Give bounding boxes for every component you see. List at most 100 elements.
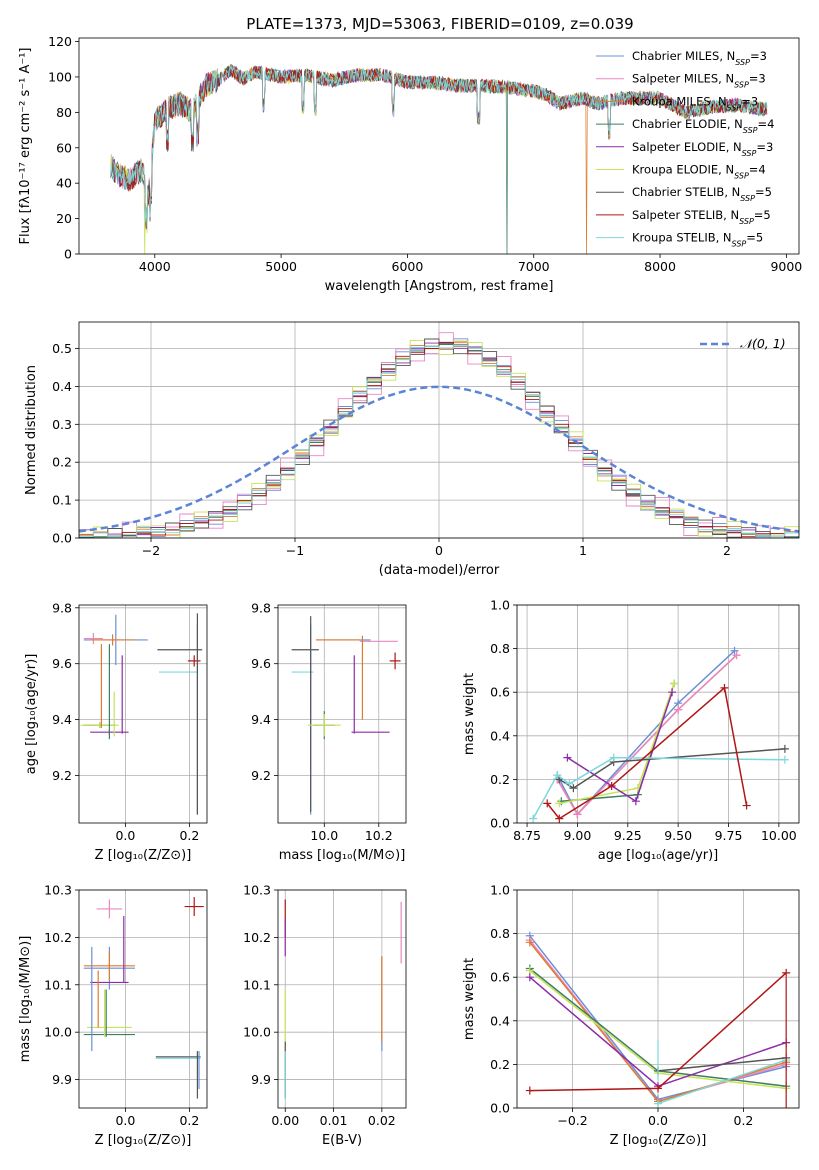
histogram-series	[79, 344, 799, 538]
y-tick-label: 9.6	[251, 656, 271, 671]
massweight-marker	[730, 646, 739, 655]
massweight-marker	[573, 810, 582, 819]
x-axis-label: mass [log₁₀(M/M⊙)]	[279, 848, 406, 863]
y-tick-label: 80	[56, 105, 72, 120]
massweight-series-line	[561, 683, 675, 802]
y-tick-label: 20	[56, 211, 72, 226]
y-tick-label: 0.0	[490, 1101, 510, 1116]
histogram-series	[79, 340, 799, 538]
massweight-marker	[668, 688, 677, 697]
massweight-marker	[732, 651, 741, 660]
massweight-marker	[654, 1099, 662, 1108]
massweight-marker	[555, 799, 564, 808]
massweight-marker	[569, 784, 578, 793]
massweight-marker	[720, 683, 729, 692]
y-tick-label: 0.2	[490, 1057, 510, 1072]
y-tick-label: 0.1	[52, 493, 72, 508]
spectrum-series-line	[110, 64, 768, 229]
x-tick-label: 10.0	[310, 828, 338, 843]
x-tick-label: 2	[723, 543, 731, 558]
massweight-marker	[674, 705, 683, 714]
x-tick-label: 0.0	[115, 828, 135, 843]
y-tick-label: 9.9	[52, 1072, 72, 1087]
figure-title: PLATE=1373, MJD=53063, FIBERID=0109, z=0…	[246, 15, 633, 33]
mass-vs-ebv-panel: 0.00 0.01 0.02 9.9 10.0 10.1 10.2 10.3 E(B-V)	[243, 883, 407, 1148]
x-tick-label: 7000	[518, 259, 550, 274]
plot-area	[110, 63, 768, 254]
axes-frame	[516, 604, 800, 824]
x-axis-label: age [log₁₀(age/yr)]	[598, 848, 719, 863]
residual-histogram-panel: −2 −1 0 1 2 0.0 0.1 0.2 0.3 0.4 0.5 (data-model)/er…	[24, 321, 800, 578]
x-axis-label: Z [log₁₀(Z/Z⊙)]	[95, 1133, 192, 1148]
legend-entry: Kroupa STELIB, NSSP=5	[632, 231, 763, 249]
histogram-series	[79, 338, 799, 538]
plot-area	[83, 897, 204, 1099]
massweight-marker	[543, 799, 552, 808]
y-axis-label: mass weight	[462, 673, 477, 755]
massweight-marker	[609, 753, 618, 762]
y-tick-label: 0.6	[490, 970, 510, 985]
axes-frame	[78, 604, 208, 824]
legend-entry: 𝒩(0, 1)	[740, 336, 786, 351]
y-tick-label: 9.2	[52, 768, 72, 783]
y-tick-label: 0.8	[490, 926, 510, 941]
massweight-marker	[780, 744, 789, 753]
x-tick-label: 10.00	[761, 828, 797, 843]
x-tick-label: 5000	[265, 259, 297, 274]
y-tick-label: 9.4	[52, 712, 72, 727]
x-axis-label: E(B-V)	[322, 1133, 362, 1148]
y-tick-label: 0.0	[490, 816, 510, 831]
x-tick-label: 8000	[644, 259, 676, 274]
age-vs-mass-panel: 10.0 10.2 9.2 9.4 9.6 9.8 mass [log₁₀(M/M⊙)]	[251, 600, 407, 863]
legend-entry: Chabrier ELODIE, NSSP=4	[632, 117, 774, 135]
spectrum-panel: 4000 5000 6000 7000 8000 9000 0 20 40 60 80 100 120 w…	[18, 34, 802, 294]
plot-area	[529, 646, 789, 823]
y-tick-label: 9.8	[251, 600, 271, 615]
x-tick-label: −2	[142, 543, 160, 558]
axes-frame	[277, 604, 407, 824]
massweight-marker	[607, 781, 616, 790]
x-tick-label: 0.0	[648, 1113, 668, 1128]
x-tick-label: 9.75	[715, 828, 743, 843]
x-tick-label: 0.2	[734, 1113, 754, 1128]
axes-frame	[277, 889, 407, 1109]
x-tick-label: 9000	[770, 259, 802, 274]
axes-frame	[78, 321, 800, 539]
massweight-marker	[631, 797, 640, 806]
x-axis-label: (data-model)/error	[379, 563, 500, 578]
massweight-vs-age-panel: 8.75 9.00 9.25 9.50 9.75 10.00 0.0 0.2 0.4 0.6 0.8…	[462, 598, 800, 863]
axes-frame	[78, 37, 800, 255]
y-tick-label: 60	[56, 140, 72, 155]
massweight-marker	[670, 679, 679, 688]
normal-reference-curve	[79, 385, 799, 533]
massweight-series-line	[558, 748, 785, 789]
axes-frame	[516, 889, 800, 1109]
y-tick-label: 0.2	[490, 772, 510, 787]
massweight-marker	[563, 753, 572, 762]
massweight-marker	[525, 973, 534, 982]
y-tick-label: 10.1	[44, 977, 72, 992]
massweight-marker	[529, 814, 538, 823]
x-tick-label: 1	[579, 543, 587, 558]
y-tick-label: 1.0	[490, 883, 510, 898]
mass-vs-metallicity-panel: 0.0 0.2 9.9 10.0 10.1 10.2 10.3 Z [log₁₀(Z/Z⊙)]…	[18, 883, 208, 1148]
x-tick-label: 8.75	[513, 828, 541, 843]
massweight-marker	[654, 1084, 662, 1093]
y-tick-label: 1.0	[490, 598, 510, 613]
y-tick-label: 0.4	[490, 1013, 510, 1028]
x-tick-label: 6000	[392, 259, 424, 274]
legend-entry: Kroupa ELODIE, NSSP=4	[632, 163, 766, 181]
y-axis-label: Flux [fλ10⁻¹⁷ erg cm⁻² s⁻¹ A⁻¹]	[18, 48, 33, 245]
legend-entry: Salpeter STELIB, NSSP=5	[632, 208, 771, 226]
x-tick-label: −1	[286, 543, 304, 558]
x-tick-label: 4000	[139, 259, 171, 274]
age-vs-metallicity-panel: 0.0 0.2 9.2 9.4 9.6 9.8 Z [log₁₀(Z/Z⊙)] age [lo…	[24, 600, 208, 863]
x-tick-label: −0.2	[557, 1113, 587, 1128]
y-tick-label: 0.0	[52, 531, 72, 546]
plot-area	[284, 899, 402, 1099]
y-tick-label: 40	[56, 176, 72, 191]
plot-area	[80, 613, 203, 815]
x-tick-label: 9.50	[664, 828, 692, 843]
x-tick-label: 10.2	[365, 828, 393, 843]
